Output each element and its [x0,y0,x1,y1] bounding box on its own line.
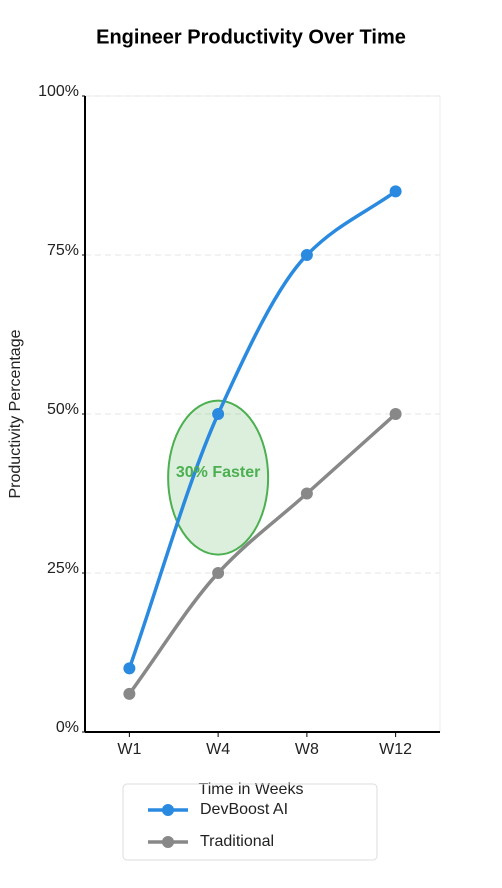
x-axis-title: Time in Weeks [199,781,304,798]
annotation-text: 30% Faster [176,464,261,481]
point [212,567,225,579]
point [389,408,402,420]
point [123,662,136,675]
legend-marker [162,836,174,848]
x-tick-label: W8 [295,741,319,758]
point [212,408,225,420]
legend-marker [162,804,174,816]
y-axis-title: Productivity Percentage [7,329,24,498]
point [300,249,313,261]
point [123,687,136,700]
legend-label: DevBoost AI [200,801,288,818]
y-tick-label: 0% [56,719,79,736]
line [127,189,397,669]
legend-box [122,783,378,861]
y-tick-label: 100% [38,83,79,100]
y-tick-label: 75% [47,242,79,259]
line [127,412,397,695]
legend-label: Traditional [200,833,274,850]
point [300,487,313,500]
y-tick-label: 25% [47,560,79,577]
y-tick-label: 50% [47,401,79,418]
annotation-ellipse [167,399,270,556]
x-tick-label: W4 [206,741,230,758]
chart-title: Engineer Productivity Over Time [96,26,406,48]
x-tick-label: W1 [117,741,141,758]
point [389,185,402,198]
x-tick-label: W12 [379,741,412,758]
